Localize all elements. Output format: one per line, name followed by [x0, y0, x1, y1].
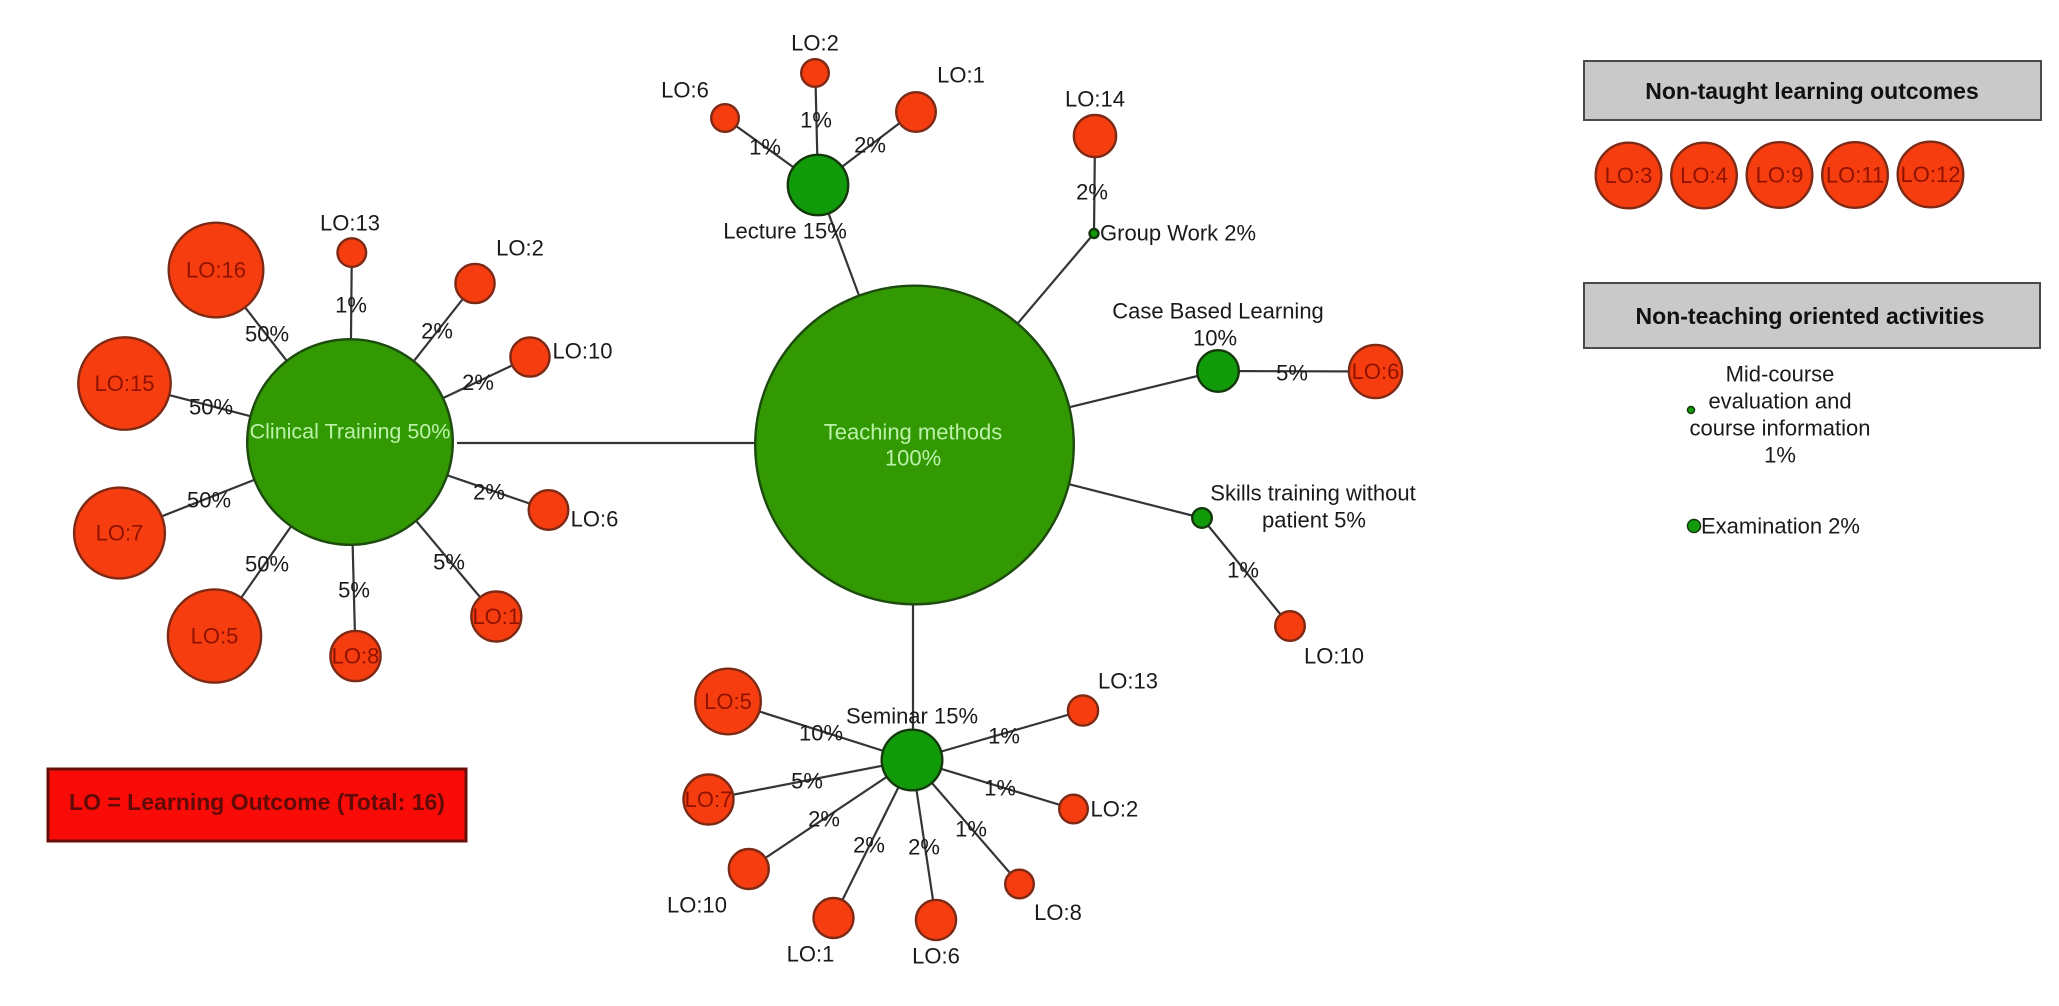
svg-text:LO:2: LO:2 [1091, 797, 1139, 822]
svg-text:LO:11: LO:11 [1826, 163, 1884, 188]
svg-text:1%: 1% [749, 135, 781, 160]
svg-text:Examination 2%: Examination 2% [1701, 514, 1860, 539]
svg-text:2%: 2% [473, 480, 505, 505]
svg-text:LO:15: LO:15 [95, 371, 155, 396]
svg-text:LO:13: LO:13 [1098, 669, 1158, 694]
svg-text:Teaching methods: Teaching methods [824, 420, 1003, 445]
svg-text:LO:8: LO:8 [1034, 900, 1082, 925]
svg-text:LO:8: LO:8 [332, 644, 380, 669]
svg-text:LO:4: LO:4 [1680, 163, 1728, 188]
svg-text:100%: 100% [885, 446, 941, 471]
svg-text:Clinical Training 50%: Clinical Training 50% [250, 420, 451, 444]
svg-text:LO:10: LO:10 [553, 339, 613, 364]
svg-text:LO:13: LO:13 [320, 211, 380, 236]
svg-text:Non-taught learning outcomes: Non-taught learning outcomes [1645, 78, 1979, 104]
svg-text:LO:6: LO:6 [912, 944, 960, 969]
svg-text:LO:10: LO:10 [1304, 644, 1364, 669]
svg-text:Group Work 2%: Group Work 2% [1100, 221, 1256, 246]
svg-text:2%: 2% [908, 835, 940, 860]
svg-text:5%: 5% [1276, 361, 1308, 386]
svg-text:2%: 2% [853, 833, 885, 858]
svg-text:LO:9: LO:9 [1756, 163, 1804, 188]
svg-text:2%: 2% [854, 133, 886, 158]
svg-text:LO:1: LO:1 [472, 604, 520, 629]
svg-text:LO:1: LO:1 [937, 63, 985, 88]
svg-text:patient 5%: patient 5% [1262, 508, 1366, 533]
svg-text:LO:7: LO:7 [685, 787, 733, 812]
svg-text:LO:5: LO:5 [191, 624, 239, 649]
svg-text:LO:12: LO:12 [1901, 162, 1961, 187]
svg-text:LO:2: LO:2 [791, 31, 839, 56]
svg-text:5%: 5% [338, 578, 370, 603]
svg-text:LO = Learning Outcome (Total:: LO = Learning Outcome (Total: 16) [69, 789, 445, 815]
svg-text:1%: 1% [988, 724, 1020, 749]
svg-text:1%: 1% [955, 817, 987, 842]
svg-text:1%: 1% [800, 108, 832, 133]
svg-text:LO:1: LO:1 [787, 942, 835, 967]
svg-text:LO:3: LO:3 [1605, 163, 1653, 188]
svg-text:1%: 1% [1227, 558, 1259, 583]
svg-text:50%: 50% [245, 322, 289, 347]
svg-text:1%: 1% [1764, 443, 1796, 468]
svg-text:LO:7: LO:7 [96, 521, 144, 546]
svg-text:Seminar 15%: Seminar 15% [846, 704, 978, 729]
svg-text:2%: 2% [421, 319, 453, 344]
svg-text:5%: 5% [791, 769, 823, 794]
svg-text:2%: 2% [1076, 180, 1108, 205]
svg-text:2%: 2% [808, 807, 840, 832]
svg-text:LO:6: LO:6 [571, 507, 619, 532]
svg-text:course information: course information [1690, 416, 1871, 441]
svg-text:1%: 1% [984, 776, 1016, 801]
svg-text:10%: 10% [799, 721, 843, 746]
svg-text:1%: 1% [335, 293, 367, 318]
svg-text:LO:16: LO:16 [186, 258, 246, 283]
svg-text:LO:2: LO:2 [496, 236, 544, 261]
svg-text:5%: 5% [433, 550, 465, 575]
svg-text:evaluation and: evaluation and [1708, 389, 1851, 414]
svg-text:Case Based Learning: Case Based Learning [1112, 299, 1324, 324]
svg-text:Skills training without: Skills training without [1210, 481, 1415, 506]
svg-text:10%: 10% [1193, 326, 1237, 351]
svg-text:50%: 50% [189, 395, 233, 420]
svg-text:LO:10: LO:10 [667, 893, 727, 918]
svg-text:Lecture 15%: Lecture 15% [723, 219, 847, 244]
svg-text:Mid-course: Mid-course [1726, 362, 1835, 387]
svg-text:Non-teaching oriented activiti: Non-teaching oriented activities [1636, 303, 1985, 329]
svg-text:LO:5: LO:5 [704, 689, 752, 714]
svg-text:LO:6: LO:6 [661, 78, 709, 103]
svg-text:2%: 2% [462, 370, 494, 395]
svg-text:50%: 50% [187, 488, 231, 513]
svg-text:LO:6: LO:6 [1352, 359, 1400, 384]
svg-text:50%: 50% [245, 552, 289, 577]
svg-text:LO:14: LO:14 [1065, 87, 1125, 112]
